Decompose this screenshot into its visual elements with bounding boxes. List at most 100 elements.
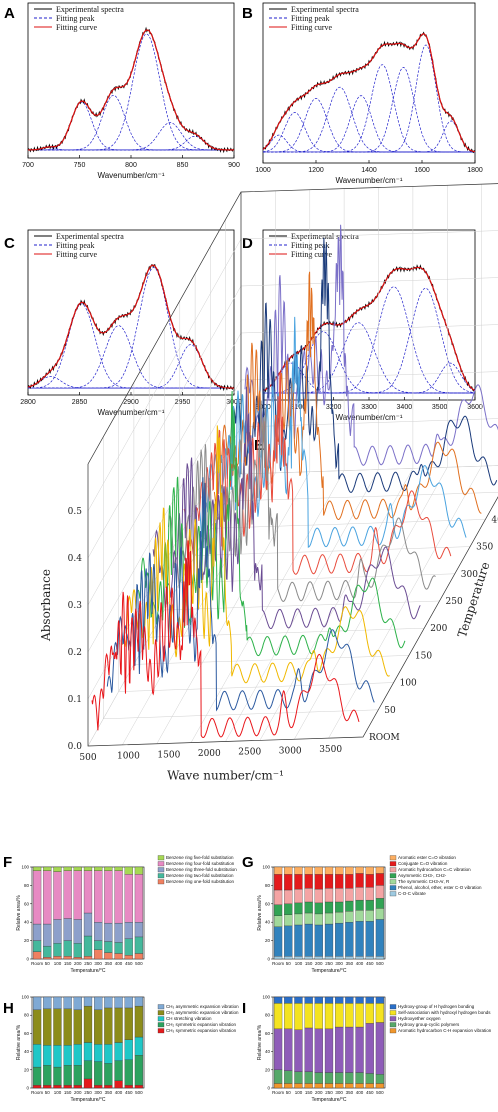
bar-segment bbox=[94, 922, 103, 941]
depth-tick-label: 200 bbox=[430, 624, 447, 634]
bar-segment bbox=[114, 1080, 123, 1089]
spectrum-panel-C: C 2800 2850 2900 2950 3000 Wavenumber/cm⁻¹ Expe… bbox=[4, 229, 242, 417]
x-axis-label: Temperature/°C bbox=[311, 968, 346, 974]
x-tick-label: 2950 bbox=[175, 399, 191, 406]
fitting-peak-curve bbox=[28, 267, 234, 389]
legend-entry: Fitting peak bbox=[56, 14, 94, 23]
depth-tick-label: ROOM bbox=[369, 733, 400, 743]
bar-segment bbox=[273, 874, 283, 891]
x-tick-label: 500 bbox=[376, 1090, 384, 1095]
fitting-peak-curve bbox=[262, 134, 475, 153]
bar-segment bbox=[314, 1003, 323, 1029]
bar-segment bbox=[314, 874, 323, 890]
bar-segment bbox=[324, 866, 334, 875]
bar-segment bbox=[375, 1074, 385, 1084]
legend-swatch bbox=[389, 1004, 397, 1010]
panel-label: G bbox=[242, 854, 254, 871]
x-tick-label: 400 bbox=[115, 1090, 123, 1095]
bar-segment bbox=[284, 914, 293, 927]
bar-segment bbox=[375, 908, 385, 920]
bar-segment bbox=[314, 902, 323, 915]
bar-segment bbox=[73, 866, 82, 871]
bar-segment bbox=[304, 1083, 313, 1089]
bar-segment bbox=[314, 1083, 323, 1089]
panel-label: A bbox=[4, 5, 15, 22]
bar-segment bbox=[273, 889, 283, 905]
bar-segment bbox=[104, 922, 113, 942]
bar-segment bbox=[134, 996, 144, 1007]
y-tick-label: 20 bbox=[265, 1067, 271, 1072]
bar-segment bbox=[134, 936, 144, 954]
bar-segment bbox=[284, 1070, 293, 1084]
bar-segment bbox=[273, 956, 283, 960]
x-tick-label: 150 bbox=[305, 1090, 313, 1095]
bar-segment bbox=[365, 899, 374, 911]
bar-segment bbox=[134, 866, 144, 875]
y-tick-label: 60 bbox=[265, 901, 271, 906]
bar-segment bbox=[32, 940, 42, 952]
bar-segment bbox=[104, 870, 113, 924]
legend-entry: Asymmetric CH3-, CH2- bbox=[398, 873, 447, 878]
bar-segment bbox=[345, 911, 354, 923]
x-axis-label: Temperature/°C bbox=[70, 968, 105, 974]
x-tick-label: 1000 bbox=[255, 167, 271, 174]
bar-segment bbox=[124, 874, 133, 923]
bar-segment bbox=[114, 996, 123, 1009]
bar-segment bbox=[294, 1003, 303, 1030]
x-tick-label: 300 bbox=[94, 961, 102, 966]
bar-segment bbox=[355, 921, 364, 957]
bar-segment bbox=[355, 956, 364, 960]
bar-segment bbox=[73, 1044, 82, 1066]
x-tick-label: 450 bbox=[366, 961, 374, 966]
legend-swatch bbox=[389, 873, 397, 879]
bar-segment bbox=[83, 1078, 93, 1089]
bar-segment bbox=[284, 889, 293, 904]
x-tick-label: 150 bbox=[64, 961, 72, 966]
bar-segment bbox=[273, 926, 283, 957]
fitting-peak-curve bbox=[27, 303, 234, 389]
bar-segment bbox=[114, 866, 123, 871]
bar-segment bbox=[73, 870, 82, 920]
bar-segment bbox=[53, 1085, 62, 1089]
bar-segment bbox=[83, 1005, 93, 1043]
fitting-curve-line bbox=[262, 33, 476, 153]
bar-segment bbox=[355, 1083, 364, 1089]
bar-segment bbox=[134, 874, 144, 923]
x-tick-label: 250 bbox=[84, 1090, 92, 1095]
bar-segment bbox=[114, 1007, 123, 1043]
bar-segment bbox=[83, 866, 93, 871]
bar-segment bbox=[83, 935, 93, 957]
axis-frame bbox=[87, 464, 498, 747]
x-tick-label: 2850 bbox=[72, 399, 88, 406]
x-tick-label: 100 bbox=[295, 1090, 303, 1095]
bar-segment bbox=[294, 956, 303, 960]
y-tick-label: 0.2 bbox=[68, 648, 82, 658]
bar-segment bbox=[94, 870, 103, 923]
legend-entry: Fitting curve bbox=[291, 23, 333, 32]
x-tick-label: 1000 bbox=[117, 752, 140, 762]
bar-segment bbox=[335, 956, 344, 960]
bar-segment bbox=[324, 1003, 334, 1029]
bar-segment bbox=[32, 1044, 42, 1068]
bar-segment bbox=[345, 1083, 354, 1089]
bar-segment bbox=[134, 922, 144, 938]
bar-segment bbox=[375, 1003, 385, 1023]
bar-segment bbox=[104, 941, 113, 953]
experimental-spectra-line bbox=[27, 263, 235, 392]
legend-entry: Fitting peak bbox=[56, 241, 94, 250]
bar-segment bbox=[365, 1003, 374, 1024]
bar-segment bbox=[104, 1007, 113, 1045]
bar-segment bbox=[83, 996, 93, 1007]
legend-entry: Fitting peak bbox=[291, 241, 329, 250]
y-tick-label: 80 bbox=[265, 883, 271, 888]
grid-line bbox=[194, 273, 471, 556]
bar-segment bbox=[345, 956, 354, 960]
x-tick-label: 850 bbox=[177, 162, 189, 169]
axis-frame bbox=[87, 183, 498, 465]
x-tick-label: 3500 bbox=[432, 404, 448, 411]
bar-segment bbox=[53, 956, 62, 960]
bar-segment bbox=[345, 1026, 354, 1073]
fitting-peak-curve bbox=[262, 112, 475, 153]
